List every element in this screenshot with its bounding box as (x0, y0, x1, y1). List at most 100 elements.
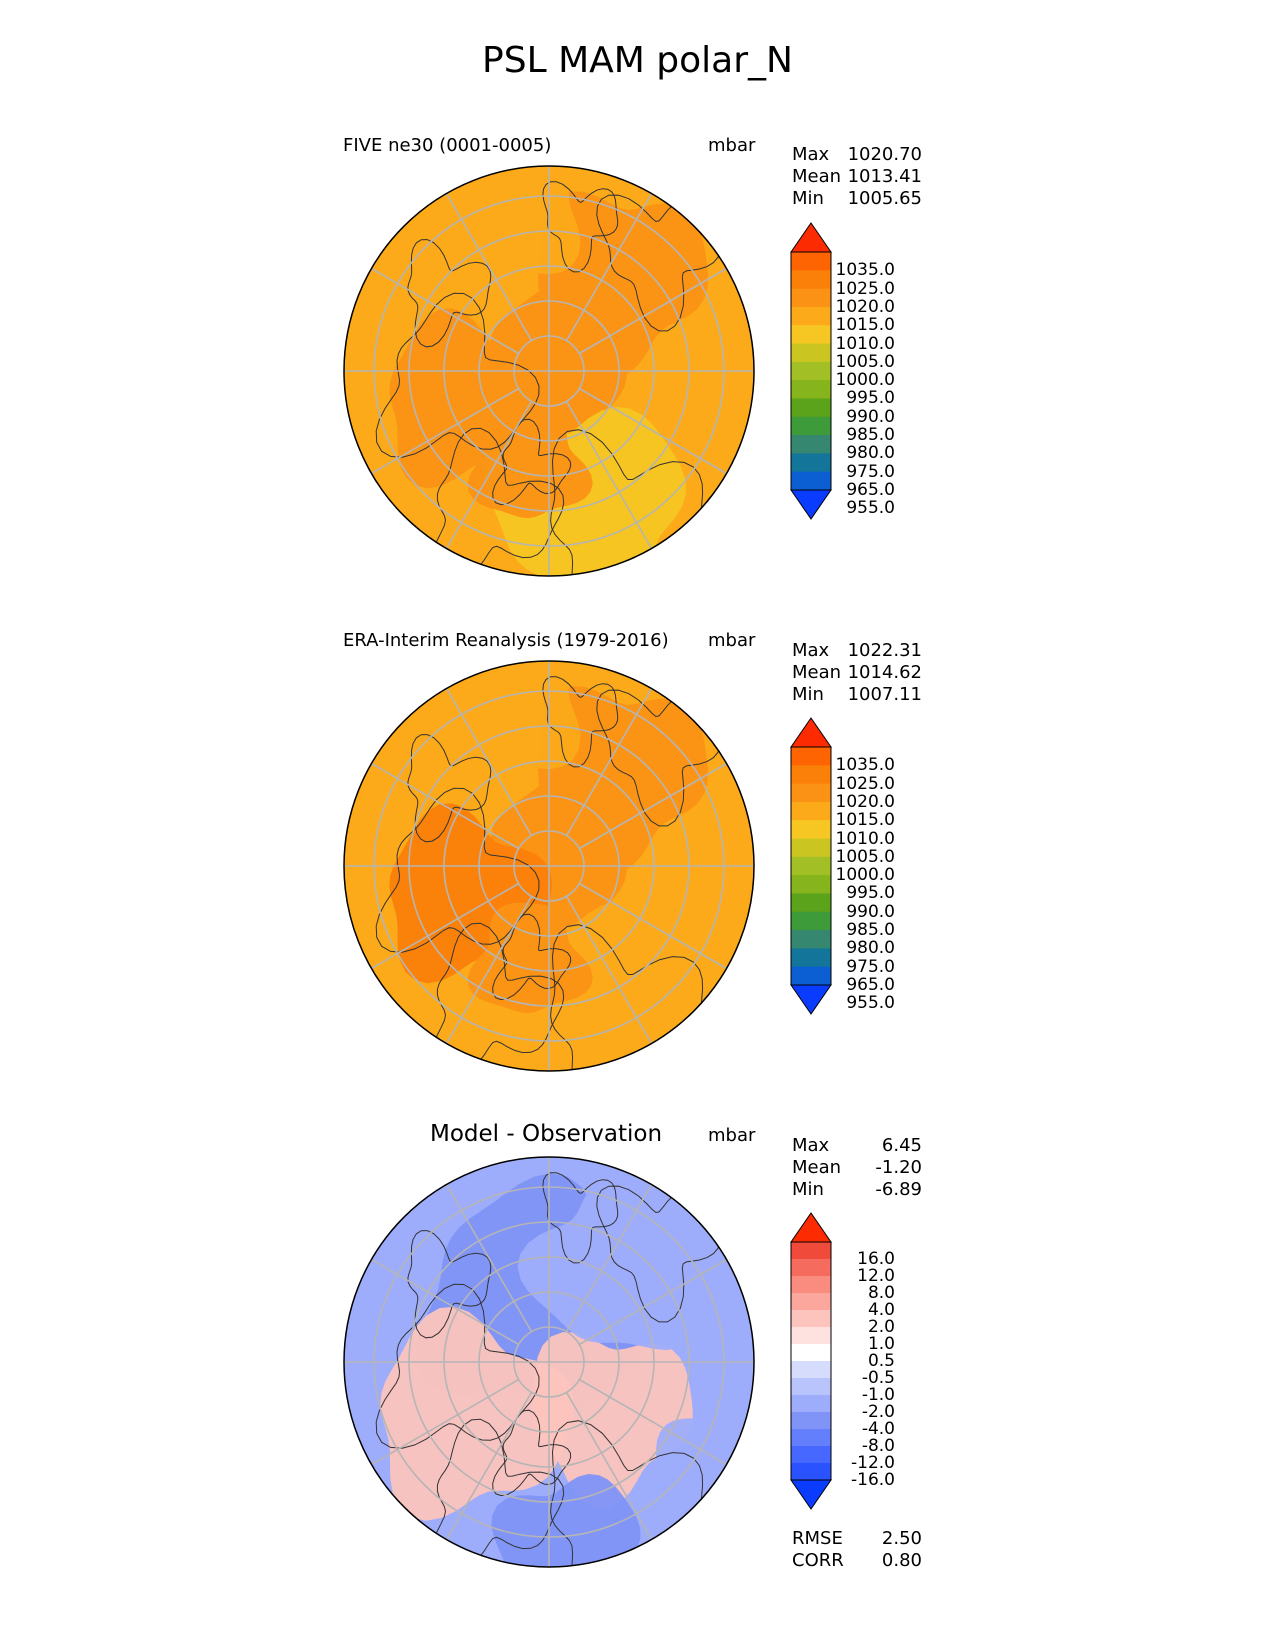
colorbar-tick-label: 990.0 (846, 901, 895, 922)
colorbar-tick-label: 1025.0 (835, 278, 895, 299)
panel2-units: mbar (708, 630, 756, 651)
colorbar-segment (791, 1276, 831, 1294)
colorbar-tick-label: 1020.0 (835, 296, 895, 317)
panel3-metrics: RMSE 2.50 CORR 0.80 (792, 1528, 922, 1572)
colorbar-segment (791, 471, 831, 491)
colorbar-tick-label: 965.0 (846, 975, 895, 995)
colorbar-tick-label: 980.0 (846, 938, 895, 959)
stat-mean: 1014.62 (847, 662, 922, 683)
coastline (407, 1230, 492, 1339)
colorbar-tick-label: 8.0 (867, 1283, 895, 1303)
coastline (430, 922, 565, 1071)
field-region-greenland (467, 407, 593, 519)
meridian-line (445, 895, 533, 1044)
colorbar-tick-label: 985.0 (846, 920, 895, 941)
colorbar-segment (791, 325, 831, 345)
colorbar-tick-label: 1.0 (867, 1334, 895, 1354)
stat-mean: 1013.41 (847, 166, 922, 187)
colorbar-extend-bottom (790, 489, 832, 520)
colorbar-segment (791, 1259, 831, 1277)
colorbar-tick-label: 1005.0 (835, 846, 895, 867)
colorbar-segment (791, 1361, 831, 1379)
colorbar-tick-label: 1025.0 (835, 773, 895, 794)
panel1-stats: Max 1020.70 Mean 1013.41 Min 1005.65 (792, 144, 922, 210)
colorbar-tick-label: -16.0 (851, 1470, 895, 1490)
colorbar-segment (791, 783, 831, 803)
coastline (430, 1418, 565, 1567)
colorbar-segment (791, 765, 831, 785)
panel1-map (343, 165, 755, 577)
colorbar-segment (791, 875, 831, 894)
colorbar-tick-label: -2.0 (861, 1402, 895, 1422)
meridian-line (565, 1391, 653, 1540)
meridian-line (565, 895, 653, 1044)
colorbar-tick-label: -4.0 (861, 1419, 895, 1439)
meridian-line (445, 688, 533, 837)
panel2-colorbar-labels: 1035.0 1025.0 1020.0 1015.0 1010.0 1005.0 1000… (820, 0, 895, 1650)
colorbar-tick-label: -0.5 (861, 1368, 895, 1388)
field-region-greenland (467, 902, 593, 1014)
stat-min: 1005.65 (847, 188, 922, 209)
stat-max: 1020.70 (847, 144, 922, 165)
colorbar-segment (791, 838, 831, 858)
colorbar-segment (791, 1412, 831, 1430)
colorbar-segment (791, 1378, 831, 1396)
meridian-line (371, 387, 520, 475)
stat-mean: -1.20 (875, 1157, 922, 1178)
colorbar-segment (791, 343, 831, 363)
colorbar-tick-label: 995.0 (846, 883, 895, 904)
colorbar-tick-label: 995.0 (846, 388, 895, 409)
colorbar-segment (791, 270, 831, 290)
map-field (344, 661, 754, 1071)
stat-label: Max (792, 1135, 830, 1156)
metric-corr: 0.80 (881, 1550, 922, 1571)
colorbar-tick-label: 1035.0 (835, 260, 895, 281)
panel3-title: Model - Observation (430, 1121, 663, 1147)
panel1-units: mbar (708, 135, 756, 156)
colorbar-segment (791, 801, 831, 821)
meridian-line (371, 762, 520, 850)
colorbar-extend-bottom (790, 984, 832, 1015)
meridian-line (578, 882, 727, 970)
panel3-stats: Max 6.45 Mean -1.20 Min -6.89 (792, 1135, 922, 1201)
meridian-line (578, 1258, 727, 1346)
meridian-line (445, 400, 533, 549)
colorbar-tick-label: -12.0 (851, 1453, 895, 1473)
stat-label: Min (792, 684, 824, 705)
meridian-line (565, 193, 653, 342)
coastline (375, 787, 540, 953)
panel3-map (343, 1156, 755, 1568)
colorbar-tick-label: 4.0 (867, 1300, 895, 1320)
colorbar-segment (791, 1327, 831, 1345)
panel2-colorbar (788, 717, 834, 1015)
coastline (542, 676, 619, 768)
colorbar-segment (791, 1463, 831, 1481)
map-outline (343, 165, 755, 577)
colorbar-tick-label: 1000.0 (835, 370, 895, 391)
colorbar-tick-label: 965.0 (846, 480, 895, 500)
stat-label: Mean (792, 662, 842, 683)
meridian-line (371, 1378, 520, 1466)
meridian-line (371, 267, 520, 355)
panel3-colorbar (788, 1212, 834, 1510)
map-field (344, 1157, 754, 1567)
meridian-line (565, 1184, 653, 1333)
coastline (407, 239, 492, 348)
metric-label: RMSE (792, 1528, 843, 1549)
coastline (492, 418, 572, 506)
stat-label: Max (792, 144, 830, 165)
colorbar-tick-label: 990.0 (846, 406, 895, 427)
colorbar-tick-label: 1015.0 (835, 810, 895, 831)
stat-label: Max (792, 640, 830, 661)
colorbar-segment (791, 966, 831, 986)
colorbar-segment (791, 1310, 831, 1328)
colorbar-segment (791, 747, 831, 766)
colorbar-tick-label: -1.0 (861, 1385, 895, 1405)
colorbar-segment (791, 1242, 831, 1260)
colorbar-segment (791, 252, 831, 271)
stat-max: 6.45 (881, 1135, 922, 1156)
colorbar-segment (791, 1395, 831, 1413)
colorbar-tick-label: -8.0 (861, 1436, 895, 1456)
meridian-line (578, 267, 727, 355)
colorbar-tick-label: 955.0 (846, 498, 895, 519)
